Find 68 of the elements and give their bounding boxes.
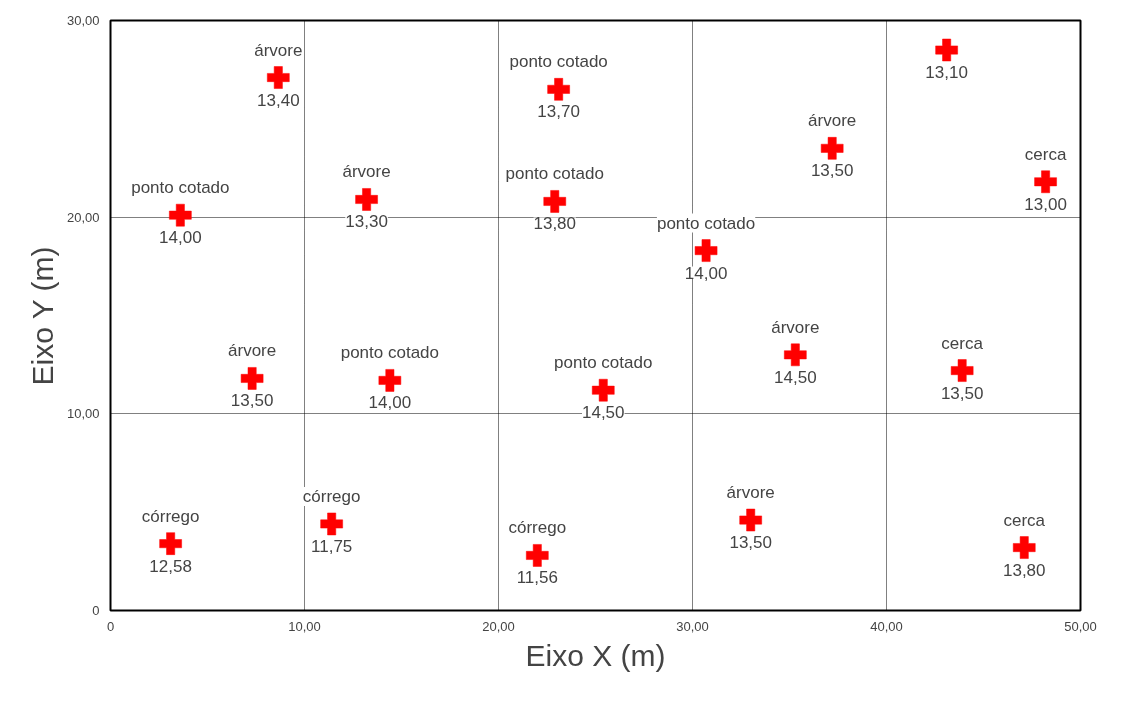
annotation: árvore (808, 111, 857, 131)
annotation: cerca (1003, 510, 1046, 530)
annotation: 14,00 (159, 228, 202, 248)
annotation: 14,50 (581, 403, 625, 423)
annotation: ponto cotado (131, 178, 230, 198)
x-tick-label: 10,00 (288, 618, 321, 634)
annotation: 13,80 (533, 214, 577, 234)
x-tick-label: 40,00 (870, 618, 903, 634)
annotation: 13,50 (729, 533, 772, 553)
annotation: árvore (228, 341, 277, 361)
annotation: árvore (342, 162, 391, 182)
annotation: 13,50 (230, 391, 274, 411)
y-axis-title: Eixo Y (m) (25, 246, 59, 386)
x-tick-label: 0 (106, 618, 115, 634)
annotation: cerca (1024, 144, 1067, 164)
annotation: 13,50 (940, 383, 984, 403)
annotation: 13,70 (537, 102, 580, 122)
point (240, 367, 264, 390)
annotation: 14,00 (684, 263, 728, 283)
point (543, 190, 567, 213)
annotation: ponto cotado (505, 164, 604, 184)
point (267, 66, 290, 89)
annotation: 14,50 (774, 367, 817, 387)
annotation: 13,40 (257, 90, 300, 110)
annotation: 13,50 (810, 161, 854, 181)
annotation: 11,75 (311, 536, 353, 556)
point (784, 343, 807, 367)
annotation: cerca (941, 333, 984, 353)
annotation: córrego (302, 486, 361, 506)
point (694, 239, 718, 262)
point (739, 508, 762, 532)
y-tick-label: 10,00 (66, 406, 100, 422)
annotation: ponto cotado (509, 52, 608, 72)
annotation: 14,00 (368, 393, 412, 413)
x-tick-label: 30,00 (676, 618, 709, 634)
point (547, 78, 570, 101)
annotation: 13,00 (1024, 194, 1067, 214)
point (169, 203, 192, 227)
point (1034, 170, 1057, 194)
annotation: córrego (141, 506, 200, 526)
point (592, 378, 615, 402)
y-tick-label: 0 (92, 603, 100, 618)
annotation: 13,10 (925, 63, 968, 82)
annotation: 12,58 (149, 556, 192, 576)
x-axis-title: Eixo X (m) (525, 638, 666, 672)
annotation: árvore (726, 483, 775, 503)
annotation: 11,56 (516, 568, 558, 588)
point (1012, 536, 1036, 559)
point (935, 38, 958, 62)
point (355, 188, 378, 211)
x-tick-label: 20,00 (482, 618, 515, 634)
x-tick-label: 50,00 (1064, 618, 1097, 634)
annotation: ponto cotado (656, 213, 756, 233)
y-tick-label: 20,00 (66, 209, 100, 225)
point (159, 532, 182, 555)
point (526, 544, 549, 567)
annotation: ponto cotado (340, 343, 440, 363)
point (320, 512, 343, 536)
annotation: 13,30 (345, 212, 388, 232)
y-tick-label: 30,00 (66, 13, 100, 28)
point (378, 369, 402, 392)
annotation: árvore (254, 40, 303, 60)
annotation: córrego (508, 518, 567, 538)
point (820, 137, 844, 160)
annotation: ponto cotado (554, 353, 653, 373)
annotation: árvore (771, 317, 820, 337)
annotation: 13,80 (1002, 560, 1046, 580)
point (950, 359, 974, 382)
